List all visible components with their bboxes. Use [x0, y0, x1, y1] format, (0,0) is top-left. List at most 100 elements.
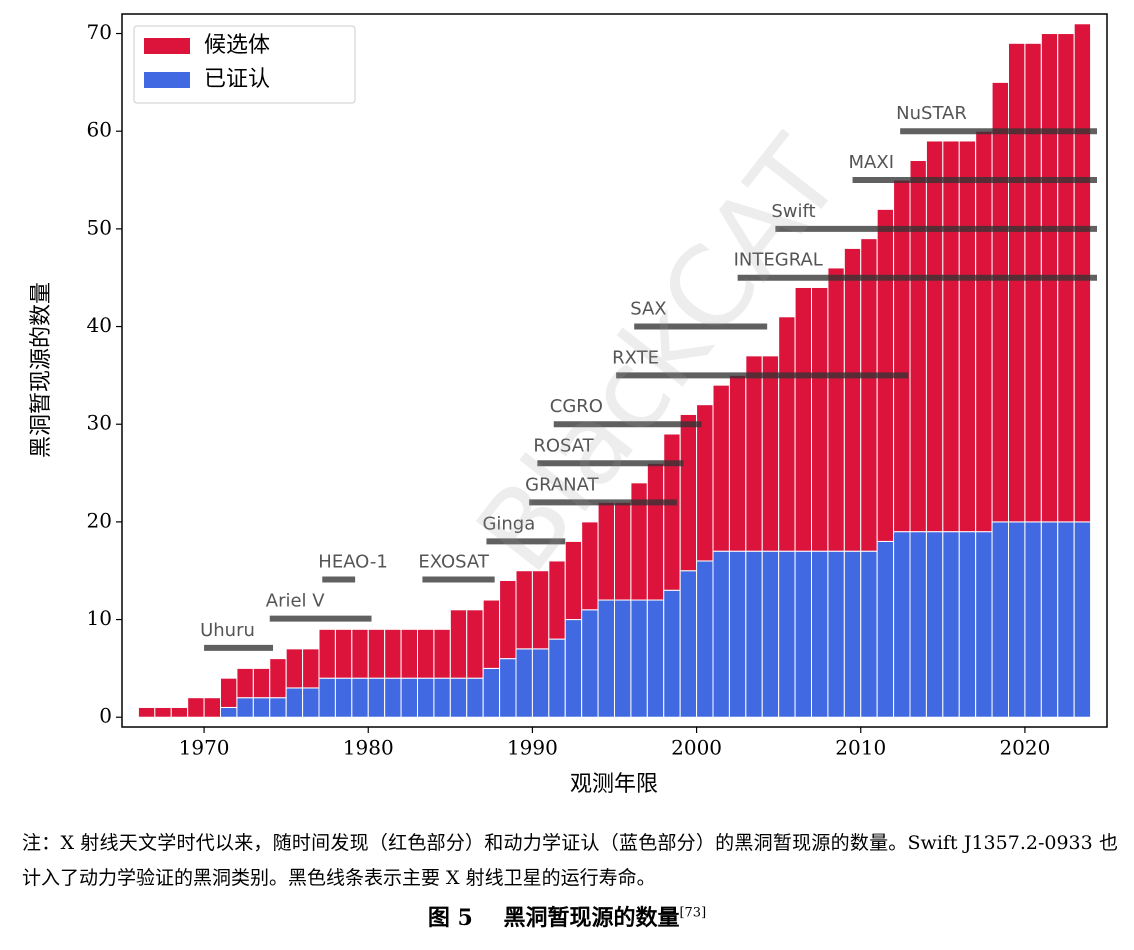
bar-segment — [1057, 521, 1075, 718]
bar-segment — [778, 316, 796, 552]
bar-segment — [466, 609, 484, 679]
caption-note: 注：X 射线天文学时代以来，随时间发现（红色部分）和动力学证认（蓝色部分）的黑洞… — [22, 832, 1118, 889]
bar-segment — [811, 286, 829, 552]
mission-label: Uhuru — [200, 620, 255, 641]
bar-segment — [728, 550, 747, 718]
bar-segment — [843, 550, 862, 718]
mission-label: ROSAT — [533, 435, 594, 456]
x-tick-label: 2000 — [671, 736, 722, 760]
bar-segment — [400, 628, 419, 679]
bar-segment — [646, 599, 665, 718]
mission-label: CGRO — [550, 396, 603, 417]
bar-segment — [334, 677, 353, 718]
bar-segment — [745, 550, 763, 718]
bar-segment — [712, 550, 730, 718]
mission-label: MAXI — [849, 152, 894, 173]
figure-label: 图 5 — [427, 905, 473, 931]
bar-segment — [761, 550, 780, 718]
bar-segment — [843, 247, 862, 552]
x-tick-label: 1970 — [179, 736, 230, 760]
bar-segment — [285, 648, 304, 689]
bar-segment — [384, 628, 402, 679]
y-tick-label: 70 — [87, 20, 112, 44]
bar-segment — [893, 179, 911, 533]
bar-segment — [417, 628, 435, 679]
bar-segment — [285, 687, 304, 718]
mission-label: SAX — [630, 299, 666, 320]
bar-segment — [170, 706, 189, 718]
x-tick-label: 1990 — [507, 736, 558, 760]
chart: 观测年限 黑洞暂现源的数量 Uhuru Ariel V HEAO-1 EXOSAT Gi… — [29, 13, 1108, 797]
bar-segment — [728, 374, 747, 552]
x-axis-label: 观测年限 — [570, 772, 658, 797]
bar-segment — [696, 404, 714, 562]
bar-segment — [1024, 42, 1042, 523]
bar-segment — [909, 531, 927, 718]
bar-segment — [679, 570, 698, 718]
bar-segment — [761, 355, 780, 552]
bar-segment — [499, 579, 517, 660]
bar-segment — [531, 648, 550, 718]
bar-segment — [564, 619, 583, 718]
bar-segment — [794, 286, 812, 552]
bar-segment — [400, 677, 419, 718]
bar-segment — [925, 531, 944, 718]
bar-segment — [367, 677, 386, 718]
bar-segment — [679, 413, 698, 572]
bar-segment — [302, 648, 320, 689]
bar-segment — [909, 160, 927, 533]
bar-segment — [417, 677, 435, 718]
bar-segment — [991, 521, 1009, 718]
bar-segment — [614, 501, 632, 601]
bar-segment — [597, 599, 615, 718]
bar-segment — [860, 550, 878, 718]
bar-segment — [302, 687, 320, 718]
bar-segment — [745, 355, 763, 552]
bar-segment — [269, 658, 287, 699]
legend-label: 已证认 — [204, 67, 270, 92]
x-tick-label: 2020 — [999, 736, 1050, 760]
bar-segment — [137, 706, 156, 718]
bar-segment — [351, 628, 369, 679]
bar-segment — [515, 570, 533, 650]
mission-label: NuSTAR — [896, 103, 967, 124]
bar-segment — [236, 667, 254, 699]
bar-segment — [893, 531, 911, 718]
bar-segment — [975, 531, 993, 718]
bar-segment — [925, 140, 944, 533]
bar-segment — [696, 560, 714, 718]
bar-segment — [975, 130, 993, 533]
bar-segment — [663, 433, 681, 591]
y-tick-label: 50 — [87, 215, 112, 239]
bar-segment — [1008, 42, 1026, 523]
bar-segment — [1073, 23, 1092, 523]
bar-segment — [1073, 521, 1092, 718]
bar-segment — [794, 550, 812, 718]
bar-segment — [236, 697, 254, 718]
bar-segment — [187, 697, 205, 718]
legend-label: 候选体 — [204, 33, 270, 58]
bar-segment — [499, 658, 517, 718]
bar-segment — [466, 677, 484, 718]
y-tick-label: 30 — [87, 411, 112, 435]
bar-segment — [991, 81, 1009, 523]
bar-segment — [203, 697, 221, 718]
mission-label: Swift — [771, 201, 815, 222]
bar-segment — [220, 706, 238, 718]
bar-segment — [942, 531, 960, 718]
mission-label: INTEGRAL — [734, 250, 823, 271]
bar-segment — [1024, 521, 1042, 718]
bar-segment — [220, 677, 238, 708]
bar-segment — [351, 677, 369, 718]
bar-segment — [778, 550, 796, 718]
bar-segment — [860, 238, 878, 552]
y-tick-label: 20 — [87, 508, 112, 532]
x-tick-label: 2010 — [835, 736, 886, 760]
figure-title: 图 5 黑洞暂现源的数量[73] — [0, 900, 1134, 932]
bar-segment — [154, 706, 172, 718]
figure-text: 黑洞暂现源的数量 — [503, 905, 680, 931]
bar-segment — [630, 599, 648, 718]
legend-swatch — [144, 72, 190, 88]
